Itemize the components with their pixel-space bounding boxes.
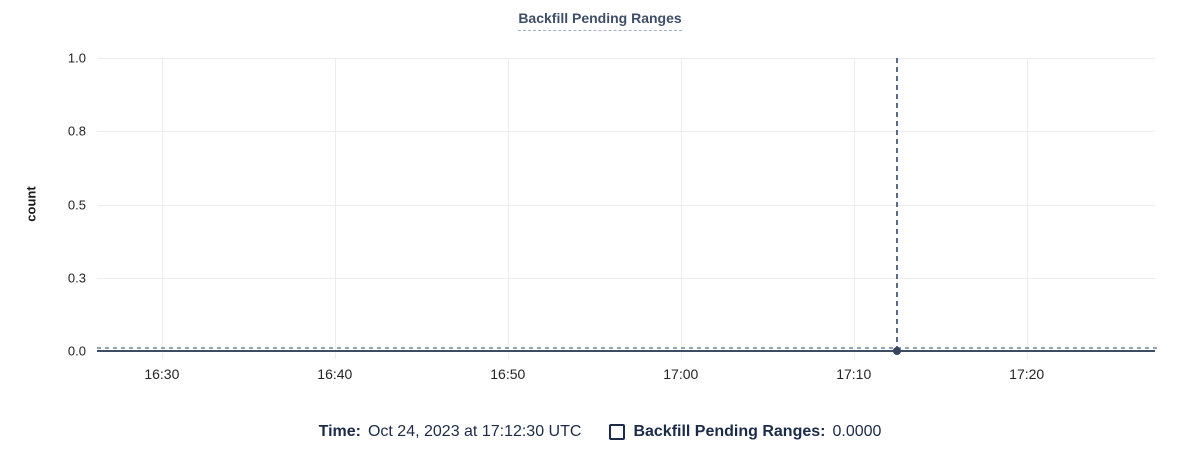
y-tick-label: 0.0 — [67, 343, 86, 359]
y-gridline — [97, 58, 1155, 59]
y-gridline — [97, 131, 1155, 133]
x-tick-label: 16:30 — [144, 366, 180, 382]
y-axis-tick-labels: 1.0 0.8 0.5 0.3 0.0 — [0, 52, 86, 358]
series-line-backfill-pending-ranges — [97, 347, 1161, 349]
legend-time-value: Oct 24, 2023 at 17:12:30 UTC — [367, 423, 582, 440]
y-gridline — [97, 204, 1155, 206]
crosshair-line — [895, 58, 898, 352]
hover-point — [892, 347, 901, 355]
x-axis-line — [97, 350, 1155, 352]
x-tick-label: 17:20 — [1009, 366, 1045, 382]
x-tick-label: 16:50 — [490, 366, 526, 382]
x-gridline — [334, 58, 336, 359]
x-gridline — [507, 58, 509, 359]
y-tick-label: 1.0 — [67, 50, 86, 66]
y-gridline — [97, 277, 1155, 279]
x-tick-label: 16:40 — [317, 366, 353, 382]
x-gridline — [680, 58, 682, 359]
x-gridline — [853, 58, 855, 359]
x-gridline — [161, 58, 163, 359]
series-checkbox[interactable] — [609, 424, 626, 440]
y-tick-label: 0.3 — [67, 270, 86, 286]
x-gridline — [1026, 58, 1028, 359]
hover-legend: Time: Oct 24, 2023 at 17:12:30 UTC Backf… — [0, 419, 1200, 445]
legend-series-value: 0.0000 — [832, 423, 882, 440]
x-tick-label: 17:10 — [836, 366, 872, 382]
plot-area[interactable] — [97, 58, 1161, 359]
chart-title[interactable]: Backfill Pending Ranges — [518, 10, 682, 31]
legend-time-label: Time: — [318, 423, 361, 440]
x-tick-label: 17:00 — [663, 366, 699, 382]
chart-title-row: Backfill Pending Ranges — [0, 10, 1200, 31]
x-axis-tick-labels: 16:30 16:40 16:50 17:00 17:10 17:20 — [97, 366, 1155, 386]
y-tick-label: 0.8 — [67, 123, 86, 139]
y-tick-label: 0.5 — [67, 197, 86, 212]
legend-series-label: Backfill Pending Ranges: — [633, 423, 826, 440]
